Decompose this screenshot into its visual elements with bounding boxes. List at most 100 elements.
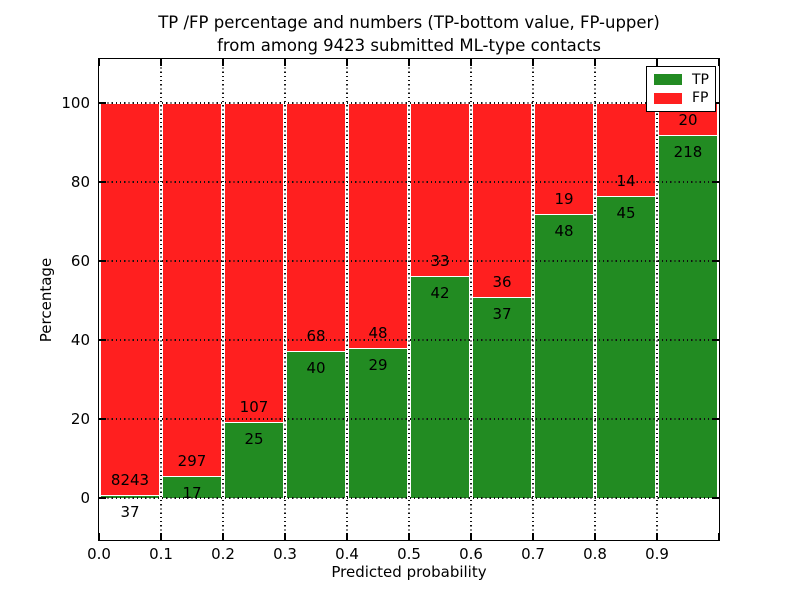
x-tick-mark <box>470 533 472 540</box>
y-tick-mark <box>712 339 719 341</box>
x-tick-label: 0.0 <box>87 545 111 563</box>
tp-count-label: 40 <box>306 358 326 377</box>
legend-label-tp: TP <box>692 71 709 88</box>
x-tick-label: 0.6 <box>459 545 483 563</box>
fp-count-label: 14 <box>616 171 636 190</box>
legend-item-fp: FP <box>654 90 709 107</box>
fp-count-label: 107 <box>239 398 269 417</box>
y-tick-mark <box>99 102 106 104</box>
bar-segment-fp <box>349 103 407 350</box>
x-tick-label: 0.4 <box>335 545 359 563</box>
bar-segment-tp <box>597 196 655 498</box>
x-tick-label: 0.2 <box>211 545 235 563</box>
x-tick-mark <box>284 59 286 66</box>
fp-count-label: 48 <box>368 324 388 343</box>
bar-segment-tp <box>473 297 531 498</box>
legend-label-fp: FP <box>692 90 709 107</box>
y-tick-mark <box>712 497 719 499</box>
chart-title-line1: TP /FP percentage and numbers (TP-bottom… <box>158 13 660 32</box>
vertical-gridline <box>408 59 410 540</box>
horizontal-gridline <box>99 181 719 183</box>
legend: TP FP <box>646 66 716 112</box>
vertical-gridline <box>222 59 224 540</box>
x-tick-mark <box>222 59 224 66</box>
x-tick-mark <box>222 533 224 540</box>
y-tick-label: 60 <box>70 252 90 270</box>
x-tick-mark <box>98 533 100 540</box>
x-tick-label: 0.1 <box>149 545 173 563</box>
y-tick-mark <box>99 260 106 262</box>
x-axis-label: Predicted probability <box>331 563 487 581</box>
plot-area: 8243 37 297 17 107 25 68 40 48 29 33 42 36 37 19 48 14 45… <box>98 58 720 541</box>
x-tick-mark <box>594 533 596 540</box>
tp-count-label: 37 <box>492 304 512 323</box>
y-tick-mark <box>99 497 106 499</box>
y-tick-label: 100 <box>61 94 90 112</box>
x-tick-mark <box>160 59 162 66</box>
tp-count-label: 48 <box>554 222 574 240</box>
tp-color-swatch <box>654 74 682 86</box>
y-tick-mark <box>99 339 106 341</box>
x-tick-mark <box>594 59 596 66</box>
x-tick-mark <box>346 59 348 66</box>
vertical-gridline <box>284 59 286 540</box>
tp-count-label: 45 <box>616 203 636 222</box>
bar-segment-tp <box>411 276 469 498</box>
bar-segment-fp <box>287 103 345 352</box>
vertical-gridline <box>160 59 162 540</box>
x-tick-mark <box>408 533 410 540</box>
x-tick-mark <box>98 59 100 66</box>
bar-segment-fp <box>101 103 159 497</box>
tp-count-label: 218 <box>673 143 703 162</box>
horizontal-gridline <box>99 260 719 262</box>
bar-segment-tp <box>163 476 221 498</box>
chart-title-line2: from among 9423 submitted ML-type contac… <box>217 36 601 55</box>
bar-segment-tp <box>101 496 159 498</box>
bar-segment-tp <box>287 351 345 498</box>
bar-segment-tp <box>659 136 717 498</box>
bar-segment-tp <box>349 349 407 498</box>
horizontal-gridline <box>99 339 719 341</box>
y-tick-mark <box>712 260 719 262</box>
y-tick-label: 80 <box>70 173 90 191</box>
vertical-gridline <box>594 59 596 540</box>
y-tick-label: 40 <box>70 331 90 349</box>
x-tick-mark <box>284 533 286 540</box>
fp-count-label: 36 <box>492 272 512 291</box>
x-tick-mark <box>532 533 534 540</box>
bar-segment-fp <box>411 103 469 277</box>
vertical-gridline <box>470 59 472 540</box>
x-tick-mark <box>470 59 472 66</box>
y-tick-mark <box>99 418 106 420</box>
y-axis-label: Percentage <box>37 257 55 343</box>
x-tick-label: 0.8 <box>583 545 607 563</box>
x-tick-mark <box>718 59 720 66</box>
x-tick-mark <box>656 59 658 66</box>
bar-segment-fp <box>163 103 221 477</box>
vertical-gridline <box>346 59 348 540</box>
tp-count-label: 29 <box>368 356 388 375</box>
fp-count-label: 68 <box>306 326 326 345</box>
fp-count-label: 297 <box>177 451 207 470</box>
tp-count-label: 17 <box>182 483 202 502</box>
bar-segment-fp <box>225 103 283 424</box>
y-tick-label: 0 <box>80 489 90 507</box>
tp-count-label: 42 <box>430 283 450 302</box>
vertical-gridline <box>532 59 534 540</box>
tp-count-label: 25 <box>244 430 264 449</box>
x-tick-mark <box>408 59 410 66</box>
y-tick-mark <box>712 181 719 183</box>
x-tick-label: 0.5 <box>397 545 421 563</box>
horizontal-gridline <box>99 497 719 499</box>
bar-segment-fp <box>473 103 531 298</box>
x-tick-mark <box>656 533 658 540</box>
x-tick-label: 0.3 <box>273 545 297 563</box>
fp-count-label: 33 <box>430 251 450 270</box>
y-tick-mark <box>712 418 719 420</box>
horizontal-gridline <box>99 418 719 420</box>
fp-count-label: 8243 <box>110 471 150 490</box>
x-tick-label: 0.7 <box>521 545 545 563</box>
y-tick-mark <box>99 181 106 183</box>
fp-count-label: 20 <box>678 111 698 130</box>
x-tick-mark <box>160 533 162 540</box>
